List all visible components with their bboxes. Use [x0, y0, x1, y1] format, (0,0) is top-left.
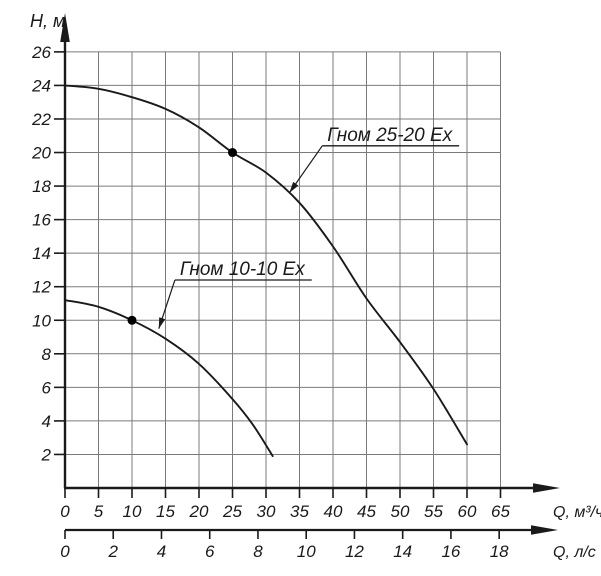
x-secondary-tick-label: 10 — [297, 542, 316, 561]
x-secondary-tick-label: 0 — [60, 542, 70, 561]
y-tick-label: 26 — [31, 43, 51, 62]
x-secondary-tick-label: 18 — [490, 542, 509, 561]
curve-label: Гном 10-10 Ех — [180, 259, 306, 280]
x-primary-tick-label: 65 — [491, 502, 510, 521]
curve-series-0 — [64, 84, 468, 446]
x-primary-tick-label: 25 — [222, 502, 242, 521]
x-axis-secondary-arrow-icon — [531, 525, 558, 535]
y-tick-label: 10 — [32, 311, 51, 330]
x-primary-tick-label: 15 — [156, 502, 175, 521]
y-tick-label: 6 — [42, 378, 52, 397]
curve-label: Гном 25-20 Ех — [327, 125, 453, 146]
operating-point-dot — [228, 148, 237, 158]
annotation-arrow-icon — [158, 317, 166, 329]
curve-series-1 — [64, 299, 274, 458]
annotation-arrow-icon — [289, 181, 299, 193]
x-axis-secondary-unit-label: Q, л/с — [553, 544, 596, 561]
x-secondary-tick-label: 14 — [393, 542, 412, 561]
y-tick-label: 20 — [31, 144, 51, 163]
x-primary-tick-label: 55 — [424, 502, 443, 521]
x-secondary-tick-label: 8 — [253, 542, 263, 561]
x-axis-primary-arrow-icon — [533, 483, 560, 493]
x-secondary-tick-label: 2 — [108, 542, 119, 561]
x-primary-tick-label: 20 — [189, 502, 209, 521]
x-primary-tick-label: 10 — [123, 502, 142, 521]
y-tick-label: 22 — [31, 110, 51, 129]
x-primary-tick-label: 35 — [290, 502, 309, 521]
x-primary-tick-label: 50 — [391, 502, 410, 521]
y-axis-unit-label: H, м — [30, 11, 65, 31]
x-secondary-tick-label: 4 — [157, 542, 166, 561]
y-tick-label: 12 — [32, 278, 51, 297]
y-tick-label: 2 — [41, 445, 52, 464]
x-primary-tick-label: 45 — [357, 502, 376, 521]
x-secondary-tick-label: 6 — [205, 542, 215, 561]
y-tick-label: 18 — [32, 177, 51, 196]
x-primary-tick-label: 0 — [60, 502, 70, 521]
y-tick-label: 24 — [31, 76, 51, 95]
x-primary-tick-label: 60 — [458, 502, 477, 521]
x-secondary-tick-label: 16 — [441, 542, 460, 561]
y-tick-label: 14 — [32, 244, 51, 263]
x-primary-tick-label: 30 — [257, 502, 276, 521]
x-axis-primary-unit-label: Q, м³/ч — [553, 504, 601, 521]
y-tick-label: 16 — [32, 211, 51, 230]
x-secondary-tick-label: 12 — [345, 542, 364, 561]
operating-point-dot — [127, 315, 137, 325]
y-axis-arrow-icon — [60, 13, 70, 42]
y-tick-label: 8 — [42, 345, 52, 364]
x-primary-tick-label: 5 — [94, 502, 104, 521]
x-primary-tick-label: 40 — [324, 502, 343, 521]
y-tick-label: 4 — [42, 412, 51, 431]
